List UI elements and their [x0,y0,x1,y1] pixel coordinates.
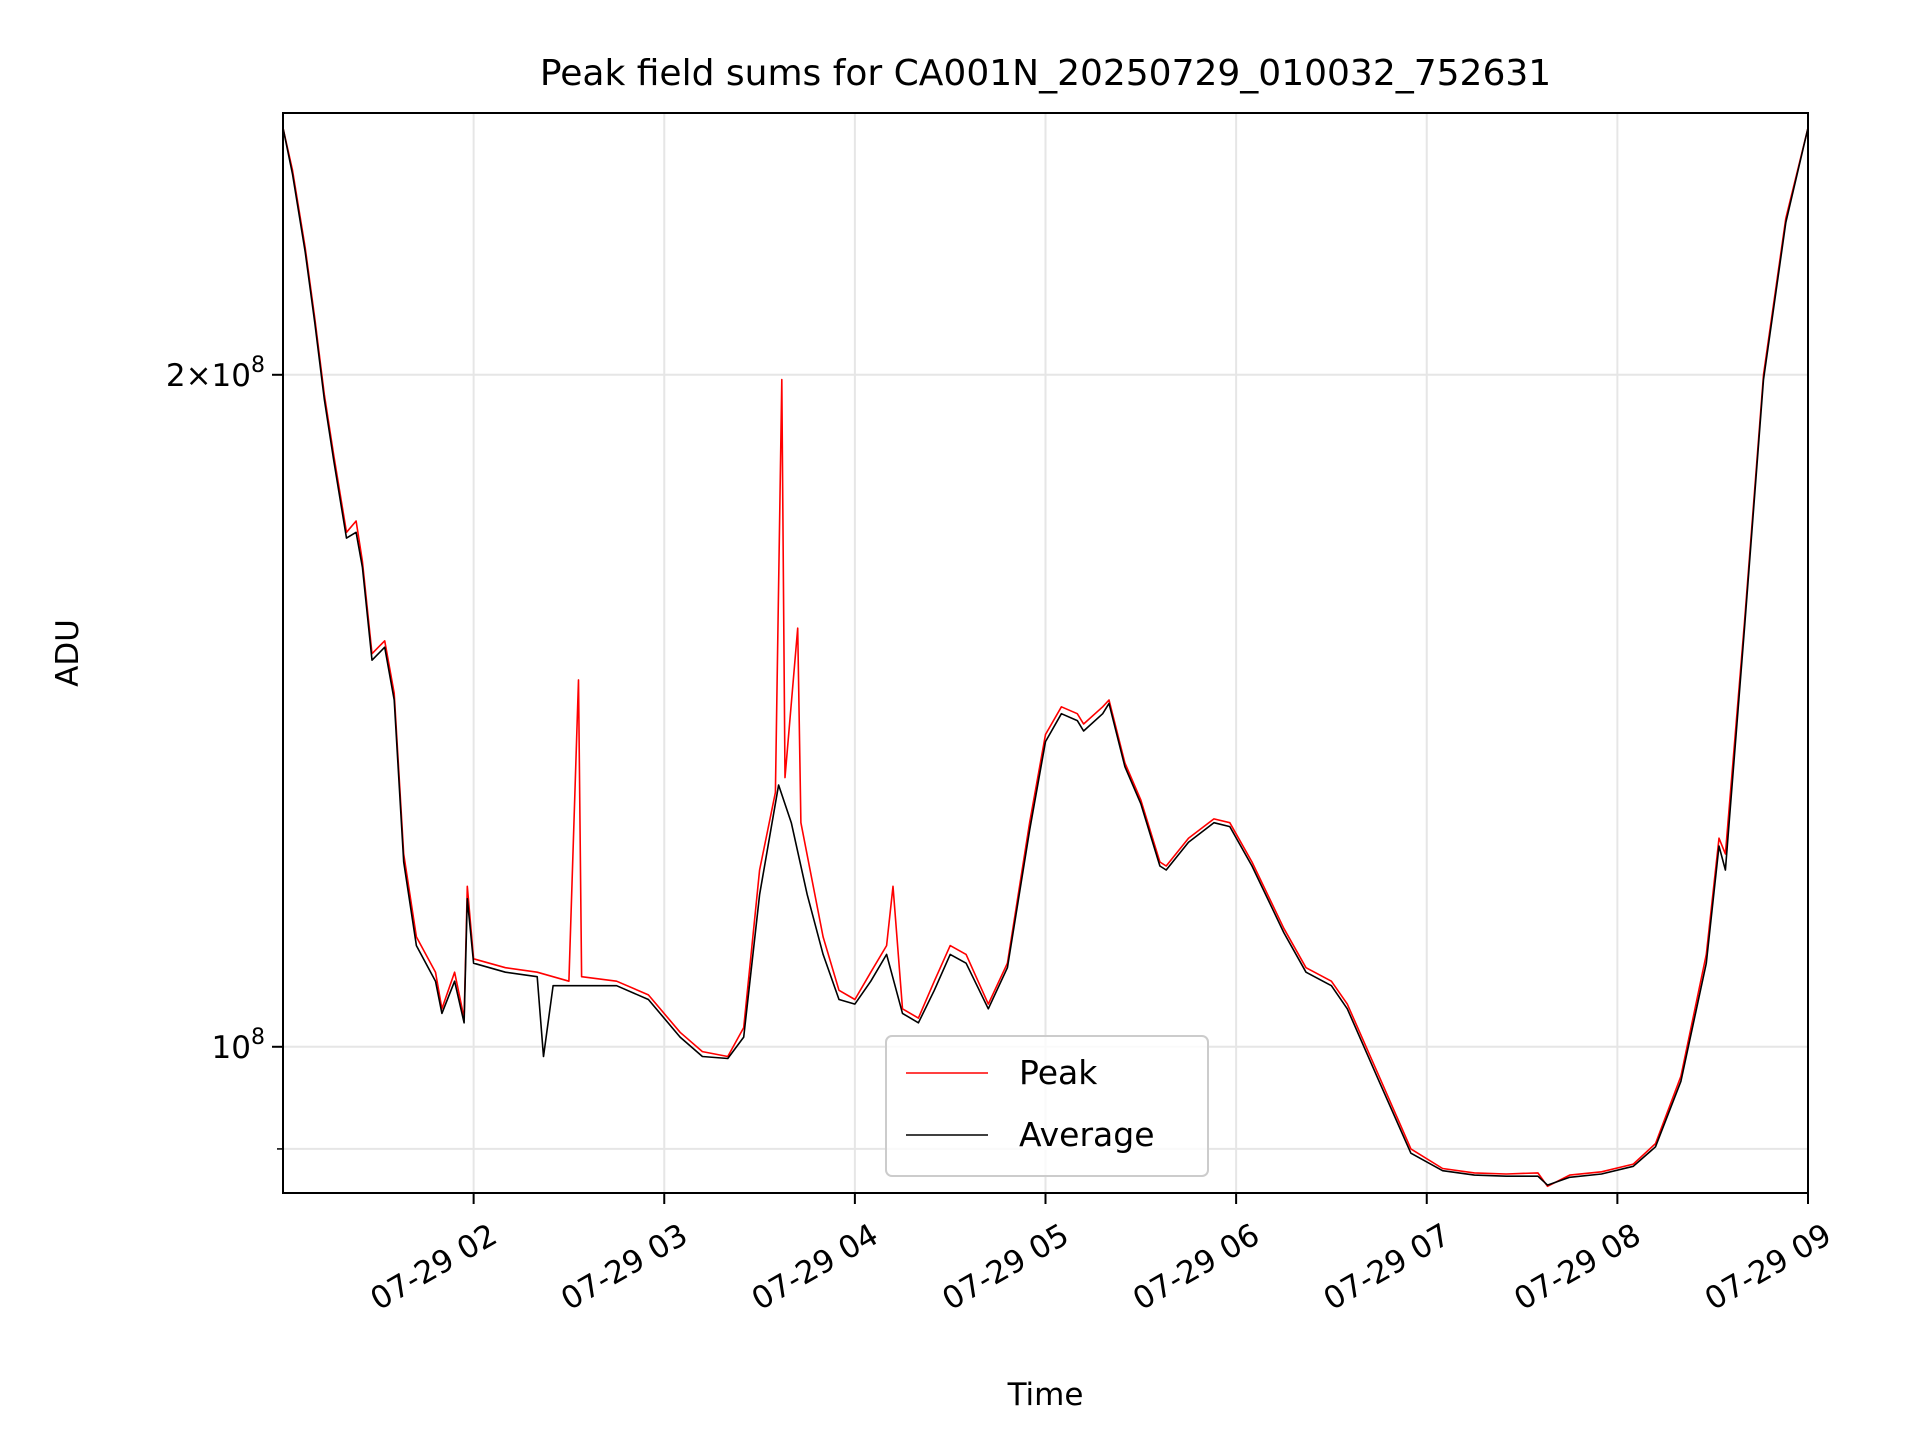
x-tick-label: 07-29 08 [1508,1217,1647,1318]
y-axis-label: ADU [50,619,86,687]
y-tick-base: 10 [212,358,251,394]
y-tick-exponent: 8 [251,353,265,378]
x-axis: 07-29 02 07-29 03 07-29 04 07-29 05 07-29 06… [365,1193,1838,1318]
x-tick-label: 07-29 07 [1318,1217,1457,1318]
y-tick-mantissa: 2 [166,358,186,394]
chart-title: Peak field sums for CA001N_20250729_0100… [540,53,1551,94]
y-tick-times: × [186,358,212,394]
x-axis-label: Time [1007,1377,1084,1413]
x-tick-label: 07-29 03 [555,1217,694,1318]
x-tick-label: 07-29 04 [746,1217,885,1318]
x-tick-label: 07-29 06 [1127,1217,1266,1318]
series-line-average [283,127,1808,1186]
gridlines [283,113,1809,1193]
legend-label-average: Average [1019,1115,1155,1154]
x-tick-label: 07-29 05 [936,1217,1075,1318]
legend: Peak Average [885,1035,1209,1177]
legend-label-peak: Peak [1019,1053,1098,1092]
y-tick-label: 2×108 [166,353,265,394]
y-tick-exponent: 8 [251,1025,265,1050]
x-tick-label: 07-29 09 [1699,1217,1838,1318]
plot-lines [283,127,1808,1188]
legend-box [885,1035,1209,1177]
x-tick-label: 07-29 02 [365,1217,504,1318]
y-tick-label: 108 [212,1025,265,1066]
series-line-peak [283,127,1808,1188]
y-tick-base: 10 [212,1030,251,1066]
